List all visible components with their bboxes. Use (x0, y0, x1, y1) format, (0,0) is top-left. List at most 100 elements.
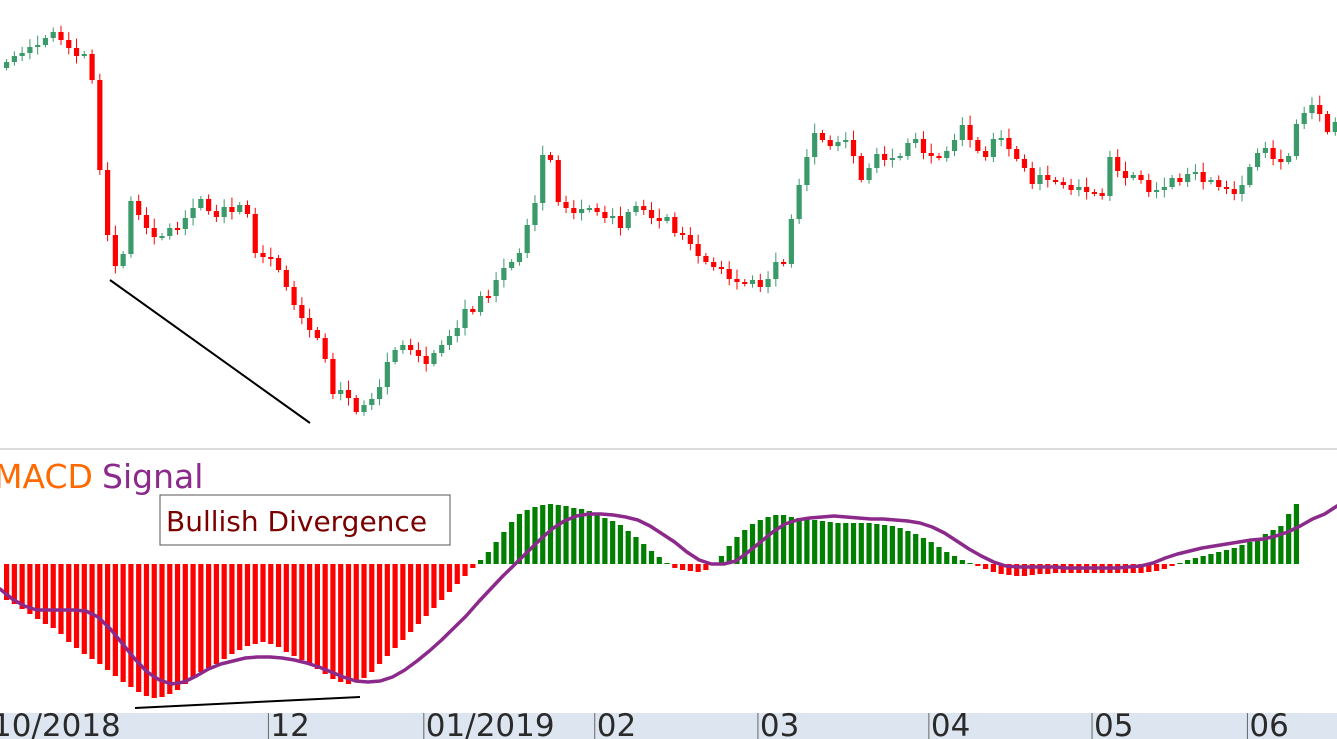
candle-body (516, 253, 523, 262)
candle-body (4, 62, 10, 68)
macd-histogram-bar (244, 564, 251, 646)
candle-body (454, 328, 460, 336)
macd-histogram-bar (1177, 563, 1183, 564)
macd-histogram-bar (81, 564, 87, 654)
macd-histogram-bar (128, 564, 134, 687)
macd-histogram-bar (330, 564, 336, 679)
candle-body (835, 142, 841, 146)
macd-histogram-bar (19, 564, 25, 609)
macd-histogram-bar (936, 547, 942, 564)
candle-body (819, 133, 826, 140)
candle-body (641, 206, 647, 210)
candle-body (656, 218, 662, 221)
candle-body (843, 140, 849, 142)
candle-body (1099, 193, 1105, 196)
macd-histogram-bar (679, 564, 686, 570)
candle-body (1153, 190, 1160, 192)
candle-body (221, 207, 227, 217)
macd-histogram-bar (920, 538, 927, 564)
x-tick-label: 05 (1094, 708, 1133, 739)
candle-body (509, 262, 515, 268)
candle-body (602, 212, 608, 218)
macd-histogram-bar (376, 564, 383, 664)
macd-histogram-bar (951, 556, 958, 564)
candle-body (353, 398, 359, 412)
macd-histogram-bar (11, 564, 17, 604)
candle-body (1262, 148, 1268, 153)
candle-body (1091, 192, 1097, 194)
macd-histogram-bar (1286, 514, 1292, 564)
macd-histogram-bar (213, 564, 219, 664)
annotation-label: Bullish Divergence (166, 505, 427, 538)
macd-histogram-bar (252, 564, 258, 644)
candle-body (827, 140, 833, 146)
candle-body (672, 217, 678, 233)
macd-histogram-bar (749, 524, 756, 564)
candle-body (1014, 149, 1020, 159)
candle-body (1138, 175, 1144, 180)
macd-histogram-bar (1153, 564, 1160, 571)
candle-body (951, 140, 958, 151)
macd-histogram-bar (477, 560, 484, 564)
candle-body (314, 330, 320, 338)
macd-histogram-bar (431, 564, 437, 608)
macd-histogram-bar (1200, 556, 1206, 564)
candle-body (206, 199, 212, 211)
candle-body (291, 287, 297, 305)
candle-body (858, 156, 864, 180)
macd-histogram-bar (206, 564, 212, 668)
macd-histogram-bar (105, 564, 111, 670)
macd-histogram-bar (221, 564, 227, 659)
macd-histogram-bar (788, 517, 794, 564)
macd-histogram-bar (415, 564, 422, 624)
candle-body (1254, 153, 1261, 167)
candle-body (1278, 159, 1284, 162)
x-tick-label: 03 (760, 708, 799, 739)
candle-body (198, 199, 204, 208)
candle-body (850, 140, 857, 156)
candle-body (1223, 187, 1230, 189)
candle-body (50, 32, 56, 38)
candle-body (563, 202, 569, 208)
candle-body (143, 215, 150, 228)
candle-body (882, 154, 888, 160)
macd-histogram-bar (237, 564, 243, 650)
candle-body (711, 262, 717, 267)
candle-body (307, 318, 313, 330)
macd-histogram-bar (1138, 564, 1144, 573)
candle-body (376, 387, 383, 399)
macd-histogram-bar (913, 534, 919, 564)
candle-body (299, 305, 305, 318)
candle-body (1286, 156, 1292, 162)
macd-histogram-bar (97, 564, 103, 664)
annotation-box: Bullish Divergence (159, 494, 451, 546)
macd-histogram-bar (446, 564, 453, 592)
macd-histogram-bar (1270, 530, 1276, 564)
candle-body (1161, 187, 1167, 190)
macd-histogram-bar (485, 552, 491, 564)
macd-histogram-bar (50, 564, 56, 628)
candle-body (501, 268, 507, 280)
macd-histogram-bar (392, 564, 398, 648)
macd-histogram-bar (944, 552, 950, 564)
candle-body (19, 53, 25, 56)
candle-body (120, 254, 126, 266)
candle-body (913, 139, 919, 143)
candle-body (1146, 180, 1152, 192)
macd-histogram-bar (198, 564, 204, 672)
candle-body (477, 296, 484, 312)
macd-histogram-bar (307, 564, 313, 665)
macd-histogram-bar (586, 511, 592, 564)
candle-body (1052, 180, 1059, 182)
candle-body (1270, 148, 1276, 159)
macd-histogram-bar (959, 560, 965, 564)
macd-histogram-bar (1293, 504, 1300, 564)
candle-body (237, 205, 243, 212)
candle-body (415, 350, 422, 356)
macd-histogram-bar (369, 564, 375, 672)
macd-histogram-bar (648, 551, 655, 564)
macd-panel (0, 504, 1337, 709)
macd-histogram-bar (781, 515, 787, 564)
candle-body (1192, 172, 1199, 174)
macd-histogram-bar (734, 537, 740, 564)
